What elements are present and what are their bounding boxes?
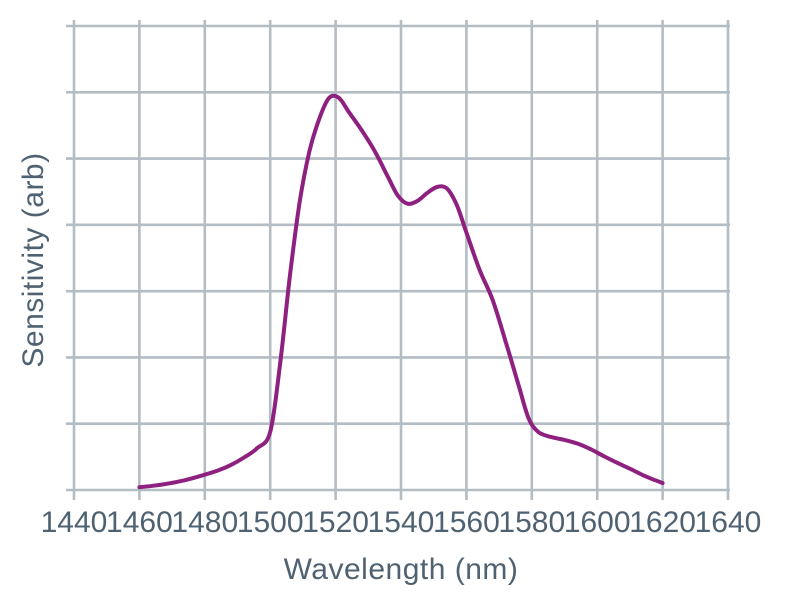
y-axis-title: Sensitivity (arb) (17, 152, 50, 368)
x-tick-label: 1540 (368, 506, 435, 539)
x-tick-label: 1440 (41, 506, 108, 539)
x-tick-label: 1480 (171, 506, 238, 539)
x-tick-label: 1620 (629, 506, 696, 539)
x-tick-label: 1520 (302, 506, 369, 539)
x-tick-label: 1460 (106, 506, 173, 539)
x-tick-label: 1580 (498, 506, 565, 539)
x-tick-label: 1560 (433, 506, 500, 539)
x-tick-label: 1500 (237, 506, 304, 539)
x-axis-title: Wavelength (nm) (283, 553, 519, 586)
x-tick-label: 1600 (564, 506, 631, 539)
x-tick-label: 1640 (695, 506, 762, 539)
sensitivity-curve (137, 93, 665, 490)
